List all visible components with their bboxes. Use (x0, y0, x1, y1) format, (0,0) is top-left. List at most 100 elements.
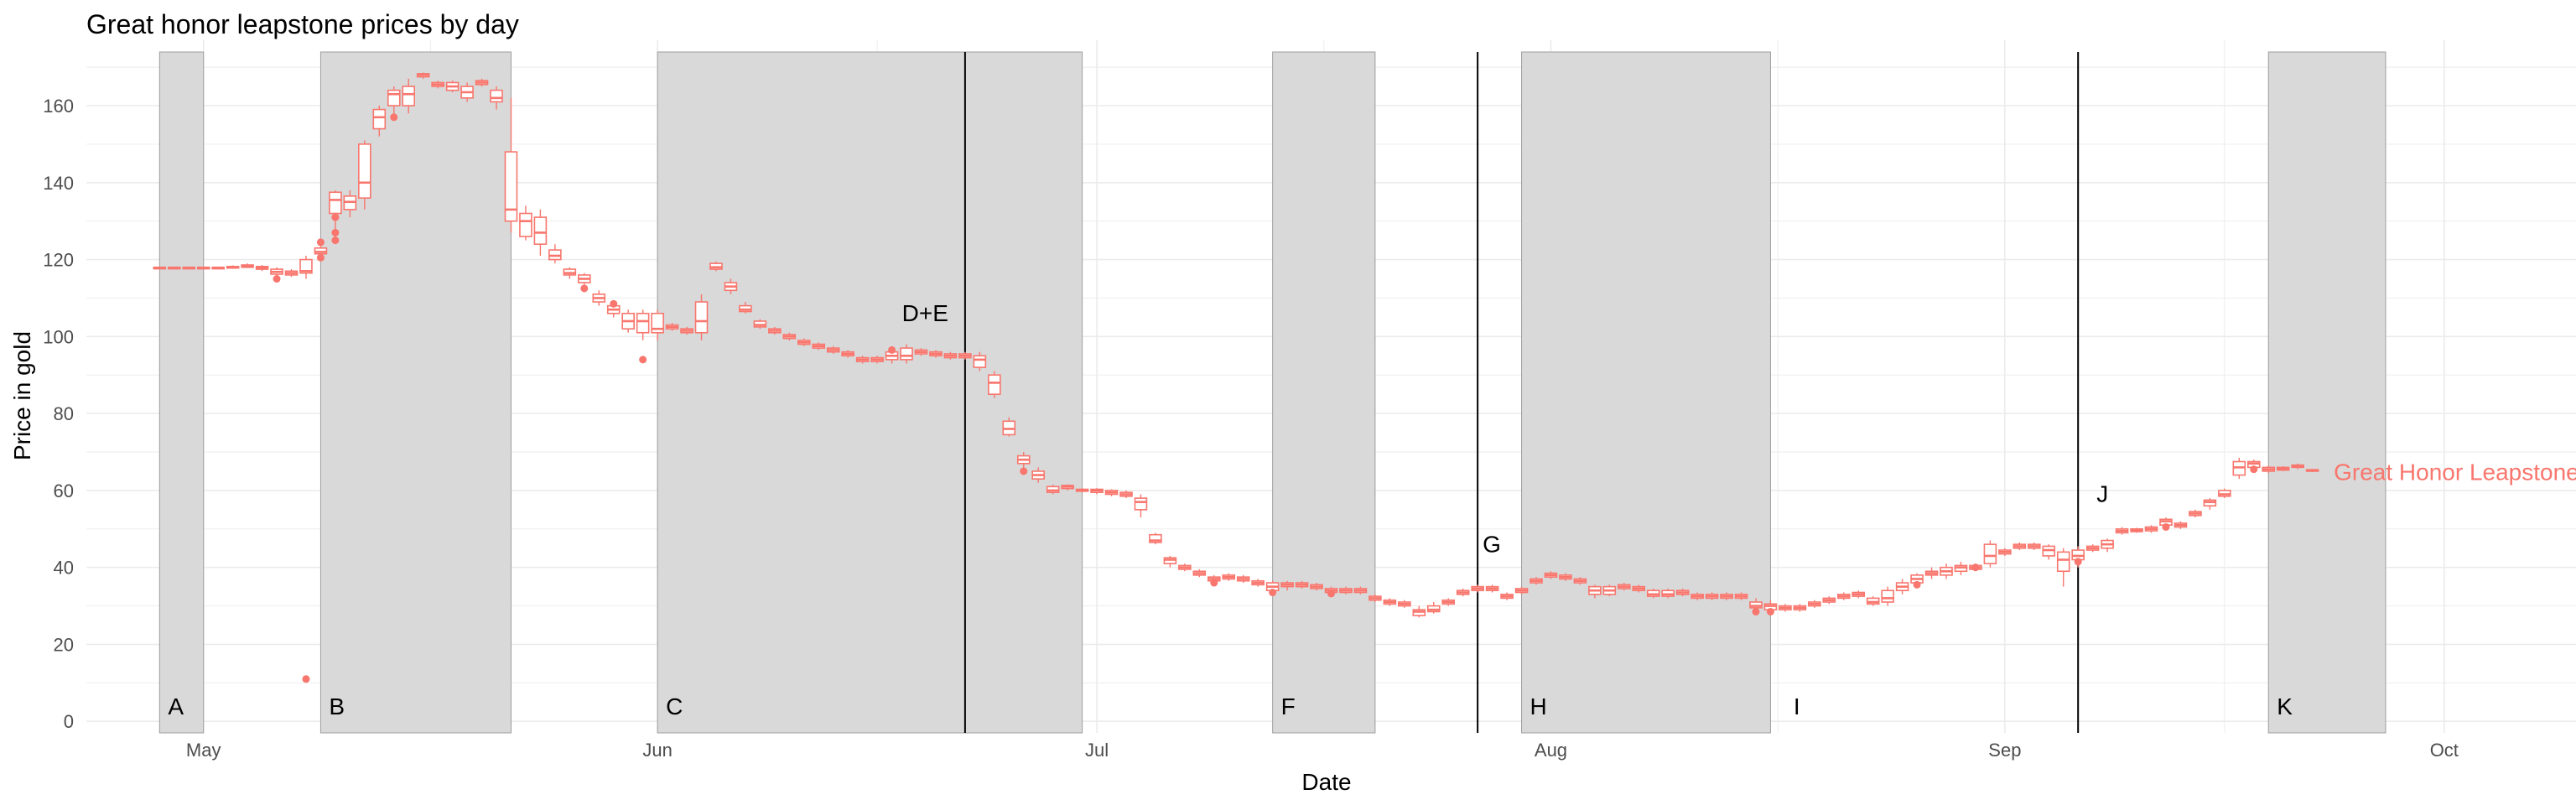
box-2022-06-18 (900, 344, 913, 364)
box-body (1149, 533, 1162, 543)
box-2022-09-08 (2101, 538, 2114, 553)
box-2022-06-09 (768, 326, 782, 335)
outlier-point (639, 356, 647, 364)
box-2022-05-16 (416, 72, 430, 79)
box-2022-05-28 (592, 290, 606, 306)
box-2022-08-23 (1866, 596, 1880, 606)
box-2022-06-20 (929, 350, 943, 358)
box-body (900, 347, 913, 361)
box-2022-07-13 (1265, 580, 1280, 597)
box-body (504, 151, 518, 222)
box-2022-09-07 (2085, 544, 2100, 553)
box-2022-09-04 (2042, 544, 2056, 560)
shaded-regions (158, 51, 2386, 734)
box-2022-07-14 (1280, 580, 1294, 591)
box-2022-05-21 (490, 86, 503, 110)
box-2022-05-02 (211, 266, 225, 270)
box-2022-05-23 (519, 205, 532, 241)
outlier-point (1210, 579, 1218, 587)
box-2022-09-19 (2262, 465, 2276, 474)
outlier-point (331, 213, 340, 221)
outlier-point (1327, 589, 1335, 598)
box-2022-07-30 (1514, 586, 1529, 595)
box-2022-09-11 (2144, 525, 2158, 533)
box-2022-06-17 (885, 345, 899, 364)
box-2022-06-16 (870, 356, 884, 364)
box-2022-09-20 (2276, 465, 2290, 471)
region-label-f: F (1281, 693, 1296, 719)
box-2022-07-26 (1456, 588, 1470, 597)
box-2022-05-13 (372, 106, 387, 137)
box-2022-06-04 (694, 293, 709, 340)
outlier-point (610, 299, 618, 308)
box-2022-08-11 (1690, 592, 1704, 600)
outlier-point (2162, 522, 2170, 531)
shaded-region-a (158, 51, 205, 734)
x-tick-label: Oct (2430, 740, 2459, 761)
box-2022-05-14 (387, 86, 401, 122)
box-2022-09-17 (2232, 457, 2246, 480)
outlier-point (1913, 580, 1921, 589)
box-2022-06-02 (665, 323, 679, 331)
box-2022-07-19 (1353, 586, 1368, 595)
box-2022-05-15 (402, 78, 416, 114)
box-body (2056, 551, 2070, 573)
box-2022-07-15 (1295, 580, 1309, 589)
box-2022-06-29 (1061, 484, 1074, 491)
box-2022-07-22 (1398, 600, 1411, 608)
box-2022-08-06 (1618, 583, 1631, 591)
box-2022-09-12 (2159, 517, 2173, 531)
box-2022-09-09 (2115, 527, 2129, 535)
box-2022-08-27 (1924, 567, 1939, 579)
box-2022-08-25 (1895, 579, 1909, 595)
box-2022-08-14 (1734, 592, 1748, 600)
box-2022-09-15 (2203, 498, 2217, 510)
series-direct-label: Great Honor Leapstone (2334, 460, 2576, 486)
y-tick-label: 80 (54, 403, 74, 424)
box-2022-09-03 (2028, 542, 2041, 551)
box-2022-05-01 (196, 266, 210, 270)
box-2022-05-22 (504, 97, 518, 233)
outlier-point (2250, 465, 2258, 474)
box-2022-05-24 (533, 209, 548, 256)
y-tick-label: 100 (43, 326, 74, 347)
box-body (299, 258, 313, 274)
box-2022-08-07 (1632, 584, 1646, 593)
outlier-point (888, 345, 896, 354)
box-2022-09-13 (2174, 521, 2188, 529)
box-2022-09-18 (2246, 460, 2261, 474)
box-2022-08-28 (1940, 564, 1953, 579)
box-2022-06-25 (1002, 417, 1016, 437)
x-tick-label: Sep (1988, 740, 2021, 761)
x-tick-label: Jun (642, 740, 672, 761)
box-2022-05-06 (270, 267, 283, 283)
y-axis-title: Price in gold (9, 331, 35, 460)
box-2022-07-11 (1236, 574, 1250, 584)
shaded-region-h (1521, 51, 1771, 734)
box-2022-06-30 (1075, 488, 1089, 493)
box-2022-09-06 (2071, 546, 2085, 568)
event-lines (963, 52, 2080, 733)
region-label-a: A (168, 693, 184, 719)
box-2022-07-07 (1178, 564, 1192, 572)
outlier-point (580, 284, 589, 293)
box-2022-06-21 (943, 351, 958, 360)
y-axis-ticks: 0 20 40 60 80 100 120 140 160 (43, 96, 74, 732)
region-label-c: C (666, 693, 683, 719)
box-2022-08-10 (1675, 588, 1690, 597)
x-tick-label: Jul (1085, 740, 1109, 761)
x-tick-label: Aug (1535, 740, 1567, 761)
outlier-point (302, 675, 310, 683)
box-2022-08-16 (1763, 600, 1778, 615)
box-2022-06-07 (739, 302, 752, 314)
outlier-point (273, 275, 281, 283)
box-2022-07-28 (1485, 584, 1499, 593)
box-2022-07-21 (1383, 598, 1397, 606)
box-body (1881, 589, 1894, 603)
box-body (694, 301, 709, 334)
box-2022-05-11 (343, 190, 357, 218)
outlier-point (2074, 558, 2082, 566)
box-2022-08-03 (1573, 577, 1587, 585)
box-2022-08-20 (1822, 596, 1836, 605)
